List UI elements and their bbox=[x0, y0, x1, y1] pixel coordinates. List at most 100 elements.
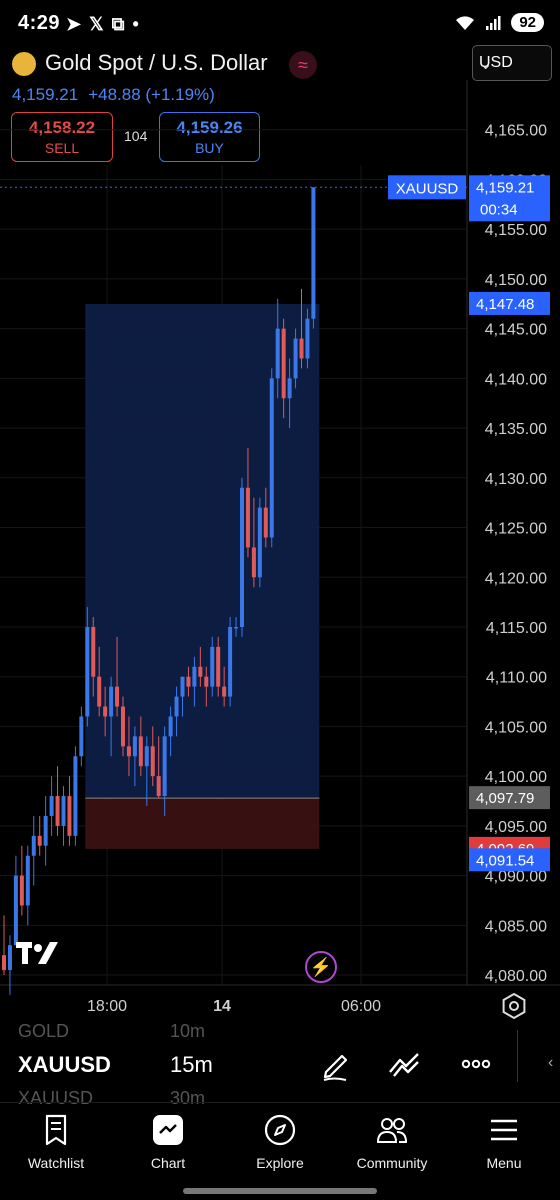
candle-body bbox=[132, 736, 137, 757]
system-icons: 92 bbox=[455, 13, 544, 32]
currency-value: USD bbox=[479, 54, 513, 71]
y-axis-tick-label: 4,090.00 bbox=[485, 869, 547, 886]
candle-body bbox=[115, 686, 120, 707]
y-axis-tick-label: 4,125.00 bbox=[485, 521, 547, 538]
chevron-left-icon[interactable]: ‹ bbox=[548, 1054, 554, 1071]
interval-option-above[interactable]: 10m bbox=[170, 1021, 206, 1041]
axis-price-tag-label: 4,159.21 bbox=[476, 179, 534, 196]
instrument-title[interactable]: Gold Spot / U.S. Dollar bbox=[45, 50, 268, 75]
nav-community-label: Community bbox=[356, 1155, 428, 1171]
y-axis-tick-label: 4,095.00 bbox=[485, 819, 547, 836]
candle-body bbox=[55, 796, 60, 826]
candle-body bbox=[61, 796, 66, 826]
candle-body bbox=[109, 686, 114, 717]
waves-icon[interactable]: ≈ bbox=[289, 51, 317, 79]
candle-body bbox=[311, 187, 316, 319]
pencil-icon[interactable] bbox=[318, 1046, 354, 1082]
candle-body bbox=[281, 328, 286, 399]
candle-body bbox=[299, 338, 304, 359]
y-axis-tick-label: 4,130.00 bbox=[485, 471, 547, 488]
more-icon[interactable] bbox=[458, 1046, 494, 1082]
nav-watchlist[interactable]: Watchlist bbox=[0, 1103, 112, 1171]
candle-body bbox=[257, 507, 262, 578]
buy-label: BUY bbox=[195, 140, 224, 156]
chart-settings-icon[interactable] bbox=[500, 992, 528, 1020]
x-icon: 𝕏 bbox=[89, 14, 104, 34]
interval-option-below[interactable]: 30m bbox=[170, 1088, 206, 1108]
telegram-icon: ➤ bbox=[66, 14, 82, 34]
status-bar: 4:29 ➤ 𝕏 ⧉ • 92 bbox=[0, 0, 560, 50]
candle-body bbox=[186, 676, 191, 687]
signal-icon bbox=[486, 15, 501, 30]
notification-icons: ➤ 𝕏 ⧉ • bbox=[66, 14, 139, 35]
symbol-option-below[interactable]: XAUUSD bbox=[18, 1088, 94, 1108]
candle-body bbox=[7, 945, 12, 971]
y-axis-tick-label: 4,115.00 bbox=[486, 620, 547, 637]
drawing-tools-icon[interactable] bbox=[386, 1046, 422, 1082]
axis-price-tag-label: 4,097.79 bbox=[476, 790, 534, 807]
buy-button[interactable]: 4,159.26 BUY bbox=[159, 112, 260, 162]
candle-body bbox=[138, 736, 143, 767]
sell-price: 4,158.22 bbox=[28, 118, 96, 137]
candle-body bbox=[293, 338, 298, 379]
candle-body bbox=[174, 696, 179, 717]
symbol-option-above[interactable]: GOLD bbox=[18, 1021, 70, 1041]
price-chart[interactable]: 4,165.004,160.004,155.004,150.004,145.00… bbox=[0, 0, 560, 1025]
x-axis-tick-label: 06:00 bbox=[341, 998, 381, 1015]
toolbar-divider bbox=[517, 1030, 518, 1082]
currency-select[interactable]: USD ⌄ bbox=[472, 45, 552, 81]
candle-body bbox=[13, 875, 18, 946]
lightning-icon[interactable]: ⚡ bbox=[305, 951, 337, 983]
sell-label: SELL bbox=[44, 140, 80, 156]
nav-community[interactable]: Community bbox=[336, 1103, 448, 1171]
nav-chart-label: Chart bbox=[150, 1155, 186, 1171]
candle-body bbox=[156, 776, 161, 797]
x-axis-tick-label: 14 bbox=[213, 998, 231, 1015]
nav-menu-label: Menu bbox=[486, 1155, 522, 1171]
symbol-price-tag-label: XAUUSD bbox=[396, 180, 459, 197]
y-axis-tick-label: 4,080.00 bbox=[485, 968, 547, 985]
candle-body bbox=[79, 716, 84, 757]
candle-body bbox=[275, 328, 280, 379]
candle-body bbox=[162, 736, 167, 797]
bookmark-list-icon bbox=[45, 1114, 67, 1146]
bar-countdown: 00:34 bbox=[480, 201, 518, 218]
interval-selector[interactable]: 15m bbox=[170, 1052, 213, 1077]
y-axis-tick-label: 4,165.00 bbox=[485, 123, 547, 140]
nav-menu[interactable]: Menu bbox=[448, 1103, 560, 1171]
candle-body bbox=[228, 626, 233, 697]
sell-button[interactable]: 4,158.22 SELL bbox=[11, 112, 113, 162]
y-axis-tick-label: 4,110.00 bbox=[486, 670, 547, 687]
candle-body bbox=[67, 796, 72, 836]
candle-body bbox=[73, 756, 78, 836]
status-time: 4:29 bbox=[18, 12, 61, 34]
axis-price-tag-label: 4,091.54 bbox=[476, 852, 534, 869]
candle-body bbox=[234, 626, 239, 629]
compass-icon bbox=[264, 1114, 296, 1146]
candle-body bbox=[269, 378, 274, 538]
candle-body bbox=[91, 626, 96, 677]
candle-body bbox=[49, 796, 54, 816]
candle-body bbox=[144, 746, 149, 767]
nav-explore[interactable]: Explore bbox=[224, 1103, 336, 1171]
nav-chart[interactable]: Chart bbox=[112, 1103, 224, 1171]
tradingview-logo-icon bbox=[16, 942, 58, 964]
y-axis-tick-label: 4,120.00 bbox=[485, 570, 547, 587]
candle-body bbox=[31, 835, 36, 856]
candle-body bbox=[43, 815, 48, 846]
gold-logo-icon bbox=[12, 52, 36, 76]
candle-body bbox=[222, 686, 227, 697]
position-loss-zone bbox=[85, 798, 320, 849]
price-line: 4,159.21 +48.88 (+1.19%) bbox=[12, 85, 215, 105]
screenshot-icon: ⧉ bbox=[111, 14, 125, 34]
price-change: +48.88 (+1.19%) bbox=[88, 85, 215, 104]
x-axis-tick-label: 18:00 bbox=[87, 998, 127, 1015]
y-axis-tick-label: 4,145.00 bbox=[485, 322, 547, 339]
y-axis-tick-label: 4,150.00 bbox=[485, 272, 547, 289]
chart-icon bbox=[153, 1115, 183, 1145]
battery-indicator: 92 bbox=[511, 13, 544, 32]
symbol-selector[interactable]: XAUUSD bbox=[18, 1052, 111, 1077]
axis-price-tag bbox=[469, 291, 550, 315]
candle-body bbox=[150, 746, 155, 777]
people-icon bbox=[376, 1118, 408, 1143]
